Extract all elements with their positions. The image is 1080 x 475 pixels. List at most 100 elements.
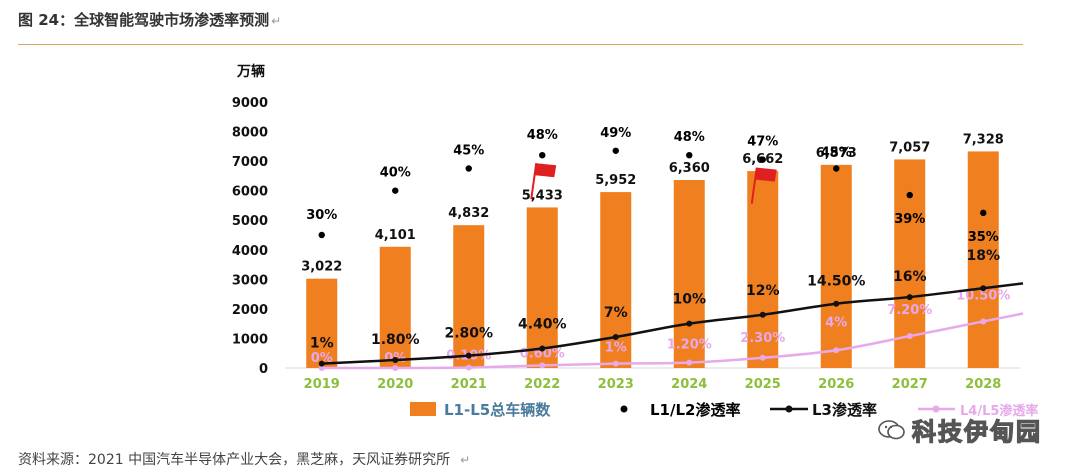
- x-tick-label: 2024: [671, 377, 707, 392]
- l4l5-point: [539, 362, 546, 369]
- bar-value-label: 7,057: [889, 140, 930, 155]
- l3-data-label: 7%: [604, 305, 628, 321]
- l4l5-point: [833, 347, 840, 354]
- l3-data-label: 4.40%: [518, 316, 567, 332]
- bar-value-label: 4,832: [448, 206, 489, 221]
- l3-point: [833, 300, 840, 307]
- legend-l4l5-label: L4/L5渗透率: [960, 403, 1038, 419]
- l4l5-point: [318, 365, 325, 371]
- y-tick-label: 0: [259, 362, 268, 377]
- l3-data-label: 16%: [893, 269, 927, 285]
- l1l2-point: [833, 165, 840, 172]
- x-tick-label: 2026: [818, 377, 854, 392]
- l1l2-point: [612, 147, 619, 154]
- l3-point: [686, 320, 693, 327]
- l4l5-point: [686, 359, 693, 366]
- l1l2-data-label: 47%: [747, 135, 778, 150]
- source-text: 资料来源：2021 中国汽车半导体产业大会，黑芝麻，天风证券研究所: [18, 452, 451, 468]
- l4l5-point: [612, 360, 619, 367]
- l3-data-label: 10%: [672, 292, 706, 308]
- figure-title-text: 图 24：全球智能驾驶市场渗透率预测: [18, 11, 270, 29]
- return-mark-icon: ↵: [460, 453, 471, 467]
- legend-l3-label: L3渗透率: [812, 401, 877, 419]
- l1l2-data-label: 39%: [894, 212, 925, 227]
- x-tick-label: 2020: [377, 377, 413, 392]
- l1l2-data-label: 45%: [453, 144, 484, 159]
- bar-value-label: 6,360: [669, 161, 710, 176]
- l1l2-point: [759, 156, 766, 163]
- bar-value-label: 4,101: [375, 228, 416, 243]
- y-tick-label: 5000: [232, 214, 268, 229]
- l3-data-label: 1.80%: [371, 332, 420, 348]
- y-tick-label: 2000: [232, 303, 268, 318]
- l4l5-point: [759, 354, 766, 361]
- l3-point: [759, 311, 766, 318]
- l1l2-data-label: 35%: [968, 230, 999, 245]
- l3-point: [906, 294, 913, 301]
- l4l5-data-label: 1%: [605, 341, 627, 356]
- l3-point: [465, 352, 472, 359]
- return-mark-icon: ↵: [271, 14, 282, 28]
- l3-point: [539, 345, 546, 352]
- l4l5-data-label: 1.20%: [667, 338, 712, 353]
- figure-title: 图 24：全球智能驾驶市场渗透率预测 ↵: [18, 9, 281, 30]
- watermark: 科技伊甸园: [878, 412, 1042, 447]
- l4l5-data-label: 4%: [825, 315, 847, 330]
- l4l5-point: [392, 365, 399, 371]
- bar: [820, 164, 852, 368]
- y-tick-label: 8000: [232, 126, 268, 141]
- legend-l1l2-label: L1/L2渗透率: [650, 401, 740, 419]
- l3-data-label: 2.80%: [444, 326, 493, 342]
- l3-point: [612, 333, 619, 340]
- y-tick-label: 9000: [232, 96, 268, 111]
- l1l2-point: [686, 152, 693, 159]
- bar-value-label: 3,022: [301, 260, 342, 275]
- watermark-text: 科技伊甸园: [911, 417, 1042, 446]
- source-note: 资料来源：2021 中国汽车半导体产业大会，黑芝麻，天风证券研究所 ↵: [18, 449, 470, 469]
- x-tick-label: 2025: [745, 377, 781, 392]
- l1l2-point: [465, 165, 472, 172]
- bar-value-label: 5,433: [522, 188, 563, 203]
- flag-pole: [750, 167, 758, 204]
- l3-data-label: 14.50%: [807, 274, 865, 290]
- l1l2-point: [980, 209, 987, 217]
- bar-value-label: 6,873: [816, 146, 857, 161]
- l4l5-data-label: 7.20%: [887, 303, 932, 318]
- l1l2-data-label: 48%: [674, 130, 705, 145]
- legend-l4l5-marker: [932, 405, 940, 413]
- l1l2-point: [539, 152, 546, 159]
- l3-data-label: 1%: [310, 336, 334, 352]
- l3-point: [980, 285, 987, 292]
- l3-data-label: 12%: [746, 283, 780, 299]
- x-tick-label: 2023: [598, 377, 634, 392]
- y-axis-label: 万辆: [236, 63, 265, 80]
- x-tick-label: 2019: [304, 377, 340, 392]
- x-tick-label: 2028: [965, 377, 1001, 392]
- x-tick-label: 2027: [892, 377, 928, 392]
- l4l5-data-label: 10.50%: [956, 288, 1010, 303]
- flag-icon: [755, 167, 777, 182]
- y-tick-label: 4000: [232, 244, 268, 259]
- y-tick-label: 3000: [232, 273, 268, 288]
- l4l5-point: [906, 333, 913, 340]
- bar: [526, 207, 558, 368]
- y-tick-label: 6000: [232, 185, 268, 200]
- title-divider: [18, 44, 1023, 45]
- bar-value-label: 7,328: [963, 132, 1004, 147]
- bar-value-label: 5,952: [595, 173, 636, 188]
- bar: [673, 180, 705, 368]
- l1l2-data-label: 30%: [306, 208, 337, 223]
- l3-point: [392, 357, 399, 364]
- x-tick-label: 2021: [451, 377, 487, 392]
- bar: [453, 225, 485, 368]
- bar: [306, 278, 338, 368]
- bar: [967, 151, 999, 368]
- y-tick-label: 1000: [232, 332, 268, 347]
- y-tick-label: 7000: [232, 155, 268, 170]
- l1l2-point: [392, 187, 399, 194]
- l4l5-point: [465, 364, 472, 371]
- l3-data-label: 18%: [966, 248, 1000, 264]
- l1l2-data-label: 49%: [600, 126, 631, 141]
- l1l2-data-label: 45%: [821, 146, 852, 161]
